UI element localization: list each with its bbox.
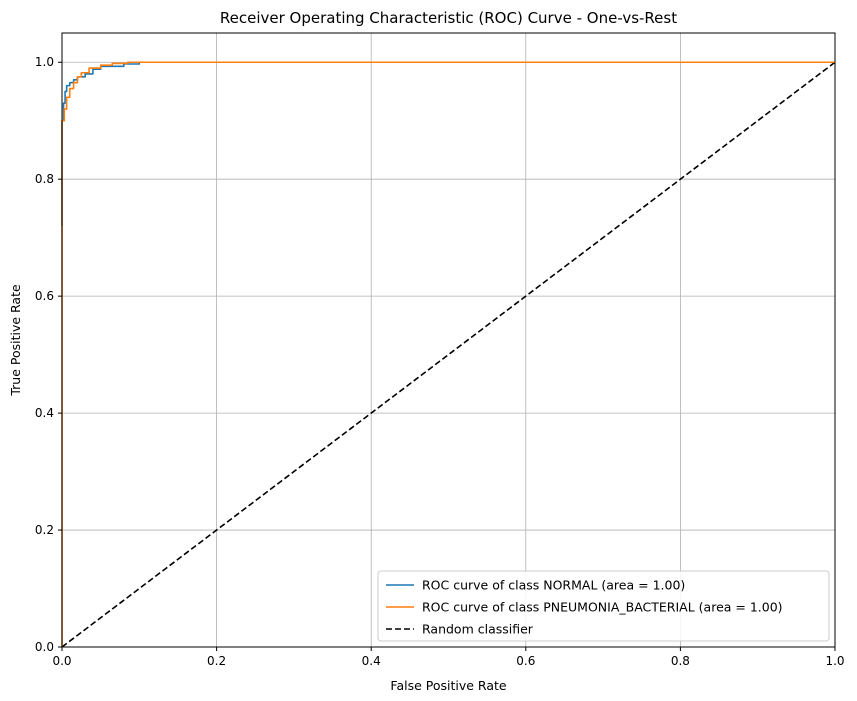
grid-lines bbox=[61, 33, 836, 648]
x-tick-label-2: 0.4 bbox=[362, 654, 381, 668]
plot-series bbox=[61, 61, 836, 648]
x-tick-label-3: 0.6 bbox=[516, 654, 535, 668]
x-axis-label: False Positive Rate bbox=[390, 678, 506, 693]
x-tick-label-0: 0.0 bbox=[52, 654, 71, 668]
x-tick-label-1: 0.2 bbox=[207, 654, 226, 668]
y-tick-label-3: 0.6 bbox=[35, 289, 54, 303]
legend-box bbox=[377, 570, 830, 642]
x-tick-label-4: 0.8 bbox=[671, 654, 690, 668]
chart-title: Receiver Operating Characteristic (ROC) … bbox=[220, 9, 677, 27]
legend-label-1: ROC curve of class PNEUMONIA_BACTERIAL (… bbox=[422, 600, 783, 615]
legend: ROC curve of class NORMAL (area = 1.00) R… bbox=[377, 570, 830, 642]
legend-label-2: Random classifier bbox=[422, 622, 534, 637]
y-tick-label-1: 0.2 bbox=[35, 523, 54, 537]
plot-frame bbox=[61, 32, 836, 648]
x-tick-label-5: 1.0 bbox=[825, 654, 844, 668]
y-tick-label-4: 0.8 bbox=[35, 172, 54, 186]
y-tick-label-5: 1.0 bbox=[35, 55, 54, 69]
y-axis-label: True Positive Rate bbox=[8, 284, 23, 397]
y-tick-label-2: 0.4 bbox=[35, 406, 54, 420]
series-line-1 bbox=[61, 61, 835, 647]
legend-label-0: ROC curve of class NORMAL (area = 1.00) bbox=[422, 578, 685, 593]
y-tick-label-0: 0.0 bbox=[35, 640, 54, 654]
axis-ticks: 0.0 0.2 0.4 0.6 0.8 1.0 0.0 0.2 0.4 0.6 0.8 1.0 bbox=[35, 55, 845, 668]
